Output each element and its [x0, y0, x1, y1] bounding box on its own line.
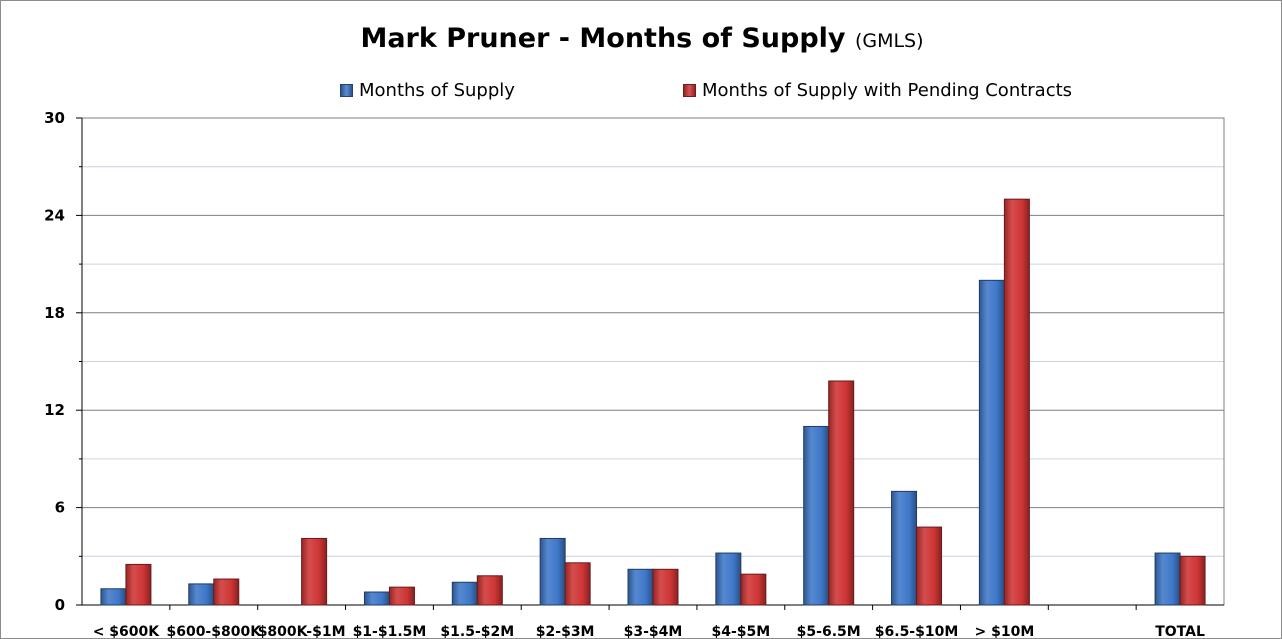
legend-item-months-of-supply: Months of Supply: [340, 80, 515, 102]
bar-pending-contracts: [916, 526, 943, 606]
y-tick-label: 24: [44, 206, 65, 224]
bar-months-of-supply: [363, 591, 390, 606]
bar-pending-contracts: [125, 563, 152, 606]
bar-pending-contracts: [828, 380, 855, 606]
bar-months-of-supply: [891, 490, 918, 606]
y-tick-label: 30: [44, 109, 65, 127]
y-tick-label: 18: [44, 304, 65, 322]
chart-title-text: Mark Pruner - Months of Supply: [360, 23, 846, 54]
bar-months-of-supply: [188, 583, 215, 606]
chart-title-suffix: (GMLS): [854, 30, 924, 52]
bar-layer: [100, 198, 1206, 606]
bar-months-of-supply: [978, 279, 1005, 606]
bar-months-of-supply: [451, 581, 478, 606]
bar-pending-contracts: [652, 568, 679, 606]
label-layer: 0 6 12 18 24 30 < $600K $600-$800K$800K-$1M $1-$…: [44, 109, 1205, 638]
x-tick-label: $1-$1.5M: [353, 624, 427, 638]
x-tick-label: TOTAL: [1155, 624, 1205, 638]
axis-layer: [76, 117, 1225, 610]
bar-pending-contracts: [213, 578, 240, 606]
bar-months-of-supply: [803, 425, 830, 606]
x-tick-label: $3-$4M: [624, 624, 683, 638]
x-tick-label: $600-$800K: [166, 624, 262, 638]
bar-pending-contracts: [301, 537, 328, 606]
bar-months-of-supply: [539, 537, 566, 606]
y-tick-label: 6: [55, 499, 65, 517]
x-tick-label: < $600K: [93, 624, 161, 638]
x-tick-label: $6.5-$10M: [875, 624, 959, 638]
bar-pending-contracts: [1179, 555, 1206, 606]
x-tick-label: $1.5-$2M: [440, 624, 514, 638]
legend-item-pending-contracts: Months of Supply with Pending Contracts: [683, 80, 1072, 102]
legend-label-pending-contracts: Months of Supply with Pending Contracts: [702, 80, 1073, 101]
bar-months-of-supply: [627, 568, 654, 606]
y-tick-label: 0: [55, 596, 65, 614]
grid-layer: [82, 117, 1224, 557]
y-tick-label: 12: [44, 401, 65, 419]
x-tick-label: > $10M: [975, 624, 1035, 638]
bar-months-of-supply: [1154, 552, 1181, 606]
bar-months-of-supply: [715, 552, 742, 606]
x-tick-label: $5-6.5M: [797, 624, 861, 638]
bar-pending-contracts: [564, 562, 591, 606]
legend-swatch-blue: [340, 83, 353, 97]
x-tick-label: $800K-$1M: [258, 624, 346, 638]
bar-pending-contracts: [388, 586, 415, 606]
bar-pending-contracts: [740, 573, 767, 606]
x-tick-label: $4-$5M: [711, 624, 770, 638]
bar-pending-contracts: [476, 575, 503, 606]
x-tick-label: $2-$3M: [536, 624, 595, 638]
legend-swatch-red: [683, 83, 696, 97]
bar-months-of-supply: [100, 588, 127, 606]
bar-pending-contracts: [1003, 198, 1030, 606]
chart-title: Mark Pruner - Months of Supply (GMLS): [1, 23, 1282, 54]
legend-label-months-of-supply: Months of Supply: [359, 80, 515, 101]
